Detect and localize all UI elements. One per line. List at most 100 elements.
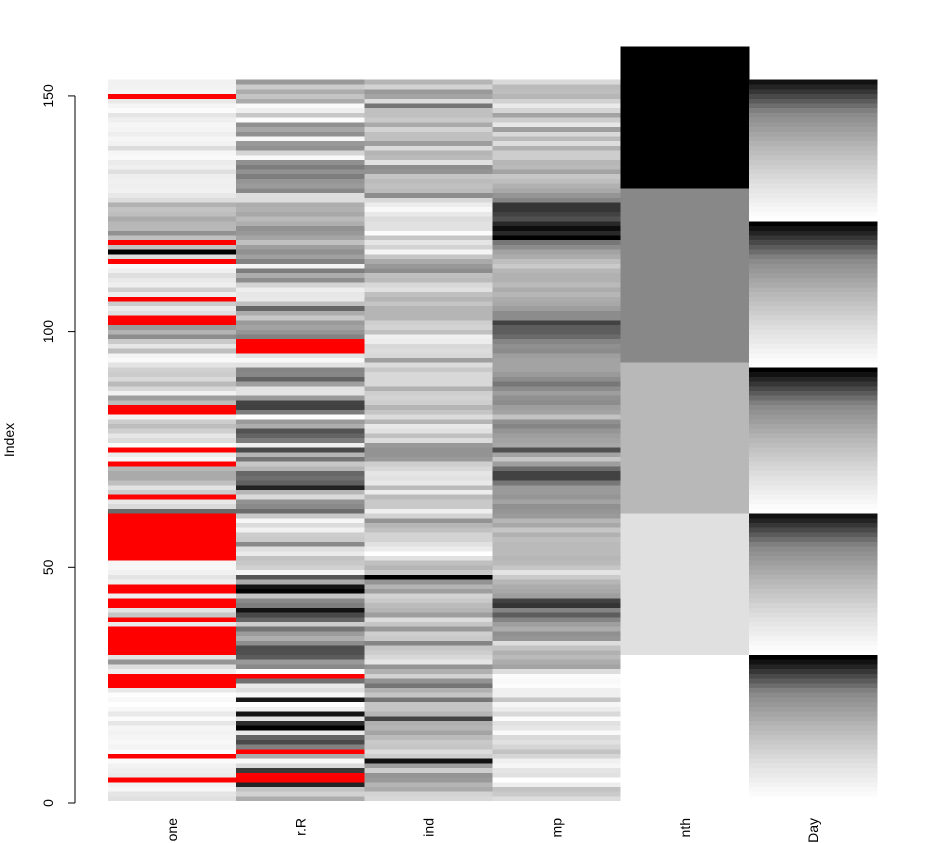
cell [108, 168, 237, 175]
cell [108, 381, 237, 387]
cell [236, 484, 365, 491]
cell [748, 649, 878, 656]
cell [236, 461, 365, 467]
cell [236, 791, 365, 797]
cell [748, 423, 878, 429]
cell [108, 503, 237, 509]
cell [236, 597, 365, 604]
cell [620, 484, 750, 491]
cell [364, 748, 493, 755]
cell [748, 682, 878, 689]
cell [620, 310, 750, 316]
cell [748, 286, 878, 293]
cell [108, 366, 237, 373]
cell [748, 225, 878, 231]
cell [748, 720, 878, 726]
cell [620, 480, 750, 486]
cell [236, 503, 365, 509]
cell [108, 635, 237, 641]
cell [108, 564, 237, 571]
cell [748, 687, 878, 693]
cell [236, 621, 365, 627]
cell [236, 668, 365, 674]
cell [492, 414, 622, 420]
cell [108, 777, 237, 783]
cell [620, 527, 750, 533]
cell [236, 352, 365, 359]
y-tick-label: 50 [40, 559, 56, 575]
cell [364, 390, 493, 396]
cell [620, 612, 750, 618]
cell [236, 517, 365, 524]
cell [620, 117, 750, 123]
cell [492, 263, 622, 269]
cell [492, 484, 622, 491]
cell [364, 154, 493, 161]
cell [620, 399, 750, 406]
cell [108, 178, 237, 184]
cell [108, 715, 237, 722]
cell [108, 343, 237, 349]
cell [364, 225, 493, 231]
cell [620, 437, 750, 443]
cell [620, 300, 750, 307]
cell [364, 527, 493, 533]
cell [620, 272, 750, 278]
cell [492, 630, 622, 637]
cell [108, 126, 237, 132]
cell [108, 107, 237, 113]
cell [748, 263, 878, 269]
cell [748, 395, 878, 401]
cell [620, 659, 750, 665]
cell [236, 767, 365, 773]
cell [492, 107, 622, 113]
cell [236, 451, 365, 458]
cell [492, 112, 622, 118]
x-tick-label: Day [805, 818, 821, 843]
cell [108, 762, 237, 769]
cell [620, 550, 750, 557]
y-tick-label: 0 [40, 799, 56, 807]
cell [748, 758, 878, 764]
cell [748, 795, 878, 802]
cell [492, 220, 622, 227]
cell [108, 673, 237, 679]
cell [748, 267, 878, 274]
cell [236, 225, 365, 231]
cell [748, 597, 878, 604]
cell [620, 348, 750, 354]
x-tick-label: ind [420, 818, 436, 837]
cell [236, 428, 365, 434]
cell [108, 93, 237, 99]
cell [748, 366, 878, 373]
cell [236, 649, 365, 656]
cell [236, 786, 365, 792]
cell [492, 79, 622, 85]
cell [748, 357, 878, 363]
cell [364, 267, 493, 274]
cell [236, 616, 365, 623]
cell [236, 282, 365, 288]
cell [108, 310, 237, 316]
cell [236, 348, 365, 354]
cell [236, 150, 365, 156]
cell [108, 201, 237, 208]
cell [364, 442, 493, 448]
cell [108, 663, 237, 670]
cell [236, 338, 365, 344]
cell [364, 517, 493, 524]
cell [108, 791, 237, 797]
cell [748, 692, 878, 698]
cell [364, 758, 493, 764]
cell [492, 272, 622, 278]
cell [748, 579, 878, 585]
cell [236, 286, 365, 293]
cell [620, 183, 750, 189]
cell [492, 211, 622, 217]
cell [364, 399, 493, 406]
cell [492, 649, 622, 656]
cell [236, 112, 365, 118]
y-axis-label: Index [1, 423, 17, 457]
x-tick-label: nth [677, 818, 693, 837]
